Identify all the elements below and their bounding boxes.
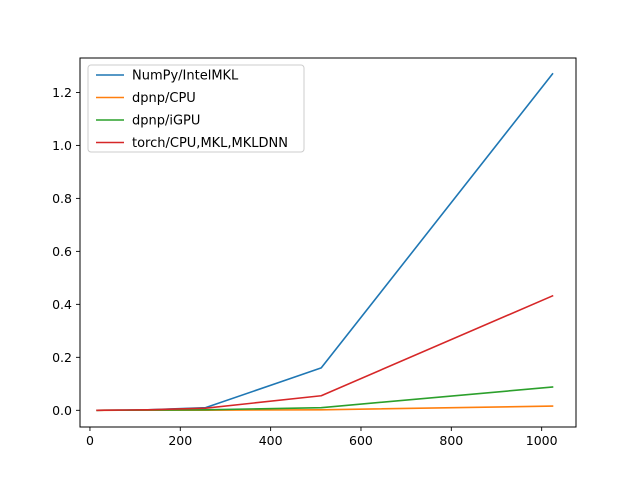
x-tick-label: 800 [439,433,463,448]
plot-frame [79,57,577,428]
y-tick-label: 0.2 [52,350,72,365]
x-tick-label: 1000 [526,433,558,448]
series-layer [96,72,554,412]
y-tick-label: 0.4 [52,297,72,312]
legend: NumPy/IntelMKL dpnp/CPU dpnp/iGPU torch/CPU… [87,64,305,153]
y-tick-label: 1.0 [52,138,72,153]
x-tick-label: 0 [86,433,94,448]
x-tick-label: 600 [349,433,373,448]
legend-label-3: dpnp/iGPU [132,114,200,129]
legend-label-2: dpnp/CPU [132,91,196,106]
y-tick-label: 0.6 [52,244,72,259]
legend-label-4: torch/CPU,MKL,MKLDNN [132,136,288,151]
x-tick-label: 400 [259,433,283,448]
y-tick-label: 0.0 [52,403,72,418]
legend-box [87,64,305,153]
legend-label-1: NumPy/IntelMKL [132,69,239,84]
x-axis: 0 200 400 600 800 1000 [86,427,558,448]
y-tick-label: 1.2 [52,85,72,100]
series-line-4 [96,294,554,412]
y-tick-label: 0.8 [52,191,72,206]
x-tick-label: 200 [168,433,192,448]
y-axis: 0.0 0.2 0.4 0.6 0.8 1.0 1.2 [52,85,80,418]
